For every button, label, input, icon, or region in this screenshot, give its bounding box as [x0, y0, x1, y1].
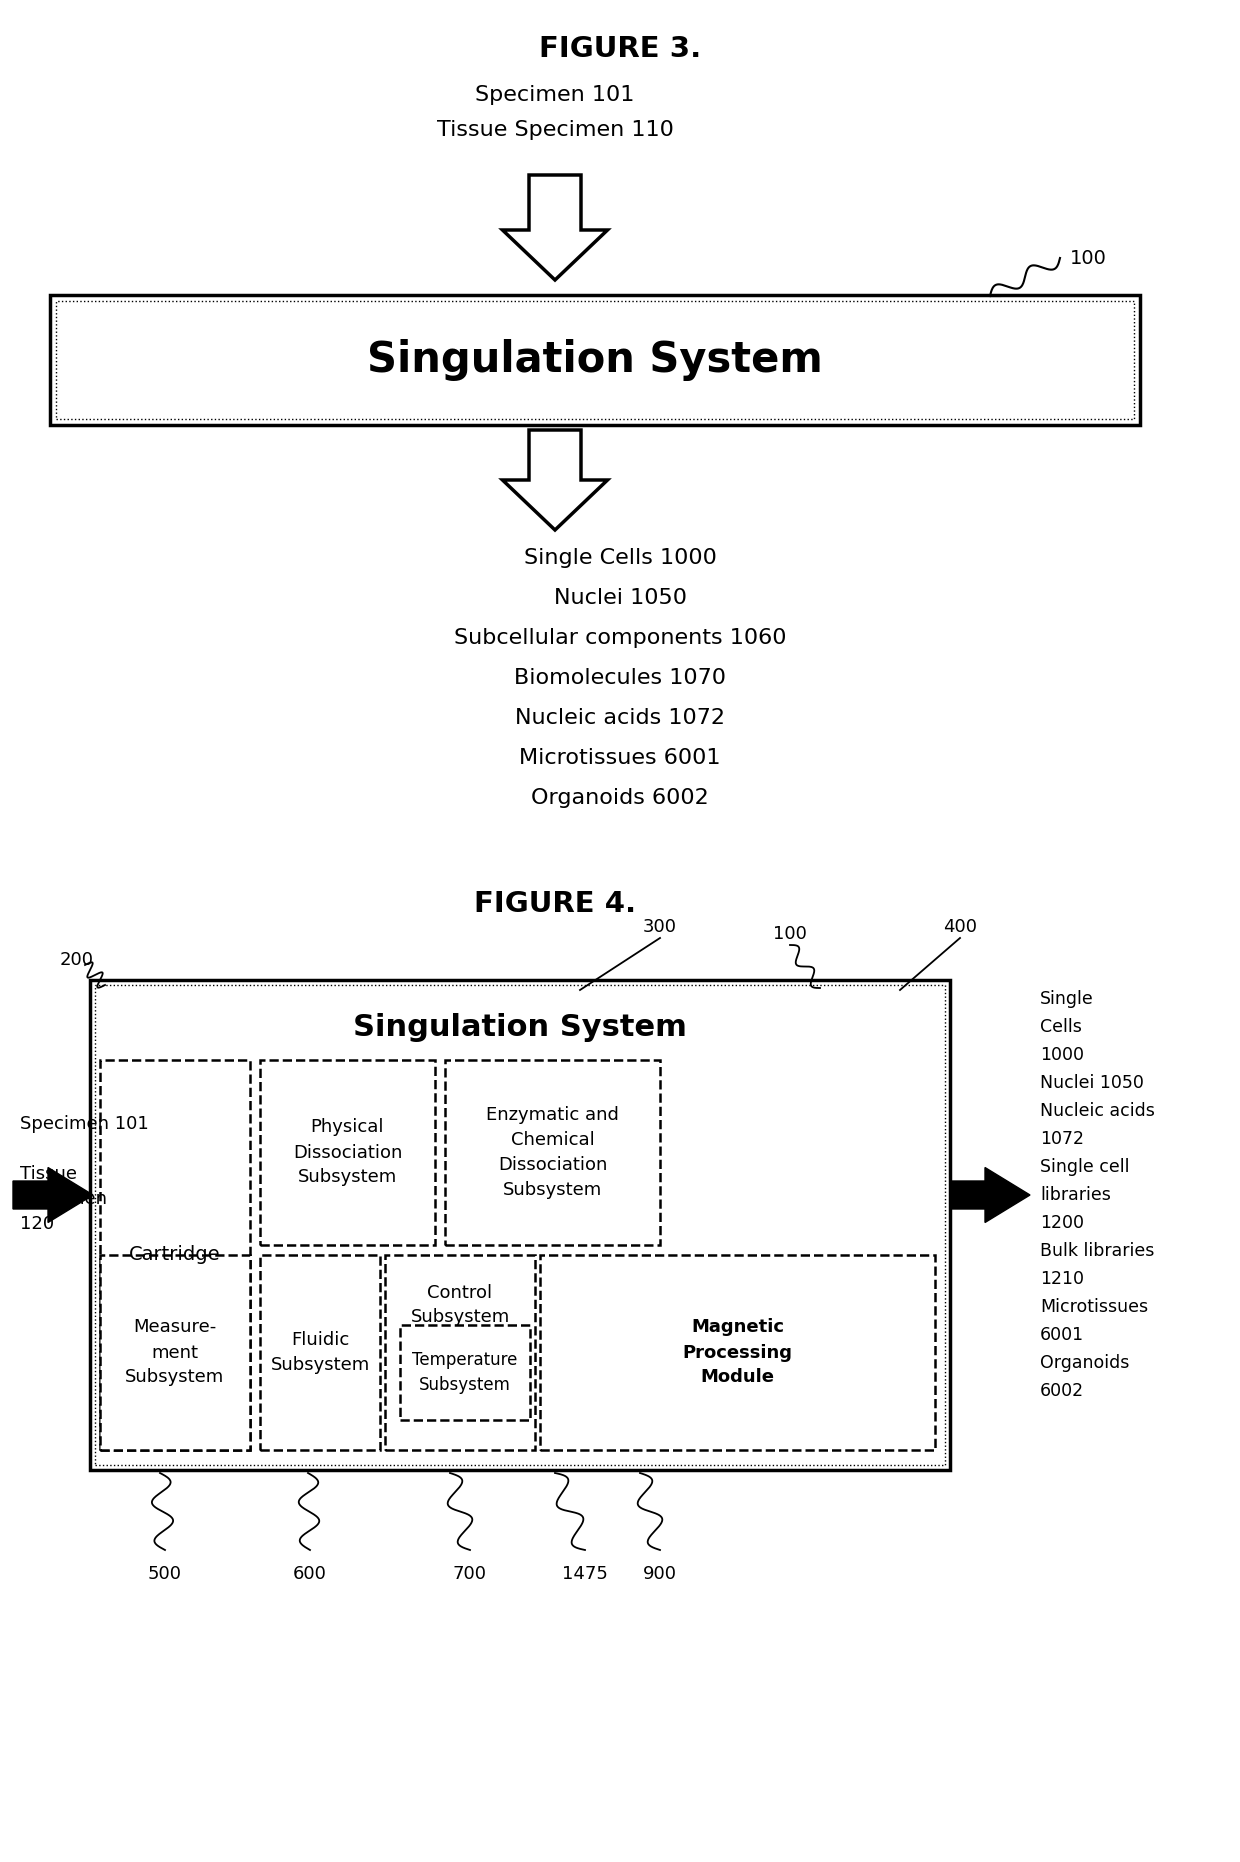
- Text: 1200: 1200: [1040, 1214, 1084, 1233]
- Text: 900: 900: [644, 1564, 677, 1583]
- Bar: [260, 1059, 435, 1246]
- Text: 400: 400: [942, 918, 977, 937]
- Bar: [50, 294, 1140, 425]
- Text: Enzymatic and
Chemical
Dissociation
Subsystem: Enzymatic and Chemical Dissociation Subs…: [486, 1106, 619, 1199]
- Text: 200: 200: [60, 951, 94, 968]
- Bar: [91, 979, 950, 1469]
- Text: Cartridge: Cartridge: [129, 1246, 221, 1264]
- Text: FIGURE 4.: FIGURE 4.: [474, 890, 636, 918]
- Text: 1475: 1475: [562, 1564, 608, 1583]
- Text: Organoids: Organoids: [1040, 1354, 1130, 1372]
- Text: 100: 100: [1070, 248, 1107, 268]
- Bar: [384, 1255, 534, 1450]
- Text: Temperature
Subsystem: Temperature Subsystem: [413, 1352, 517, 1395]
- Text: Microtissues 6001: Microtissues 6001: [520, 749, 720, 767]
- Bar: [260, 1255, 379, 1450]
- Text: 700: 700: [453, 1564, 487, 1583]
- Text: Singulation System: Singulation System: [353, 1013, 687, 1043]
- Text: Fluidic
Subsystem: Fluidic Subsystem: [270, 1331, 370, 1374]
- Text: Bulk libraries: Bulk libraries: [1040, 1242, 1154, 1261]
- Text: 6002: 6002: [1040, 1382, 1084, 1400]
- Text: Single Cells 1000: Single Cells 1000: [523, 547, 717, 568]
- Polygon shape: [950, 1167, 1030, 1223]
- Text: Nucleic acids: Nucleic acids: [1040, 1102, 1154, 1121]
- Text: Control
Subsystem: Control Subsystem: [410, 1283, 510, 1326]
- Text: 1000: 1000: [1040, 1046, 1084, 1063]
- Text: Nuclei 1050: Nuclei 1050: [1040, 1074, 1143, 1091]
- Polygon shape: [12, 1167, 93, 1223]
- Text: Single: Single: [1040, 991, 1094, 1007]
- Text: Singulation System: Singulation System: [367, 339, 823, 382]
- Bar: [539, 1255, 935, 1450]
- Text: Magnetic
Processing
Module: Magnetic Processing Module: [682, 1318, 792, 1387]
- Bar: [95, 985, 945, 1465]
- Text: FIGURE 3.: FIGURE 3.: [539, 35, 701, 63]
- Polygon shape: [502, 430, 608, 531]
- Bar: [100, 1255, 250, 1450]
- Text: Nucleic acids 1072: Nucleic acids 1072: [515, 708, 725, 728]
- Polygon shape: [502, 175, 608, 279]
- Text: Tissue Specimen 110: Tissue Specimen 110: [436, 119, 673, 140]
- Bar: [56, 302, 1135, 419]
- Bar: [401, 1326, 529, 1421]
- Text: 1210: 1210: [1040, 1270, 1084, 1289]
- Text: Organoids 6002: Organoids 6002: [531, 788, 709, 808]
- Text: Nuclei 1050: Nuclei 1050: [553, 588, 687, 609]
- Text: 500: 500: [148, 1564, 182, 1583]
- Text: Cells: Cells: [1040, 1019, 1081, 1035]
- Text: libraries: libraries: [1040, 1186, 1111, 1205]
- Text: Single cell: Single cell: [1040, 1158, 1130, 1177]
- Text: 6001: 6001: [1040, 1326, 1084, 1344]
- Text: Physical
Dissociation
Subsystem: Physical Dissociation Subsystem: [293, 1119, 402, 1186]
- Text: Measure-
ment
Subsystem: Measure- ment Subsystem: [125, 1318, 224, 1387]
- Text: Specimen 101: Specimen 101: [475, 86, 635, 104]
- Text: Specimen 101: Specimen 101: [20, 1115, 149, 1132]
- Text: Tissue
specimen
120: Tissue specimen 120: [20, 1166, 107, 1233]
- Text: 1072: 1072: [1040, 1130, 1084, 1149]
- Text: Biomolecules 1070: Biomolecules 1070: [515, 668, 725, 687]
- Text: 300: 300: [644, 918, 677, 937]
- Text: 100: 100: [773, 925, 807, 942]
- Bar: [100, 1059, 250, 1450]
- Text: Subcellular components 1060: Subcellular components 1060: [454, 627, 786, 648]
- Bar: [445, 1059, 660, 1246]
- Text: Microtissues: Microtissues: [1040, 1298, 1148, 1316]
- Text: 600: 600: [293, 1564, 327, 1583]
